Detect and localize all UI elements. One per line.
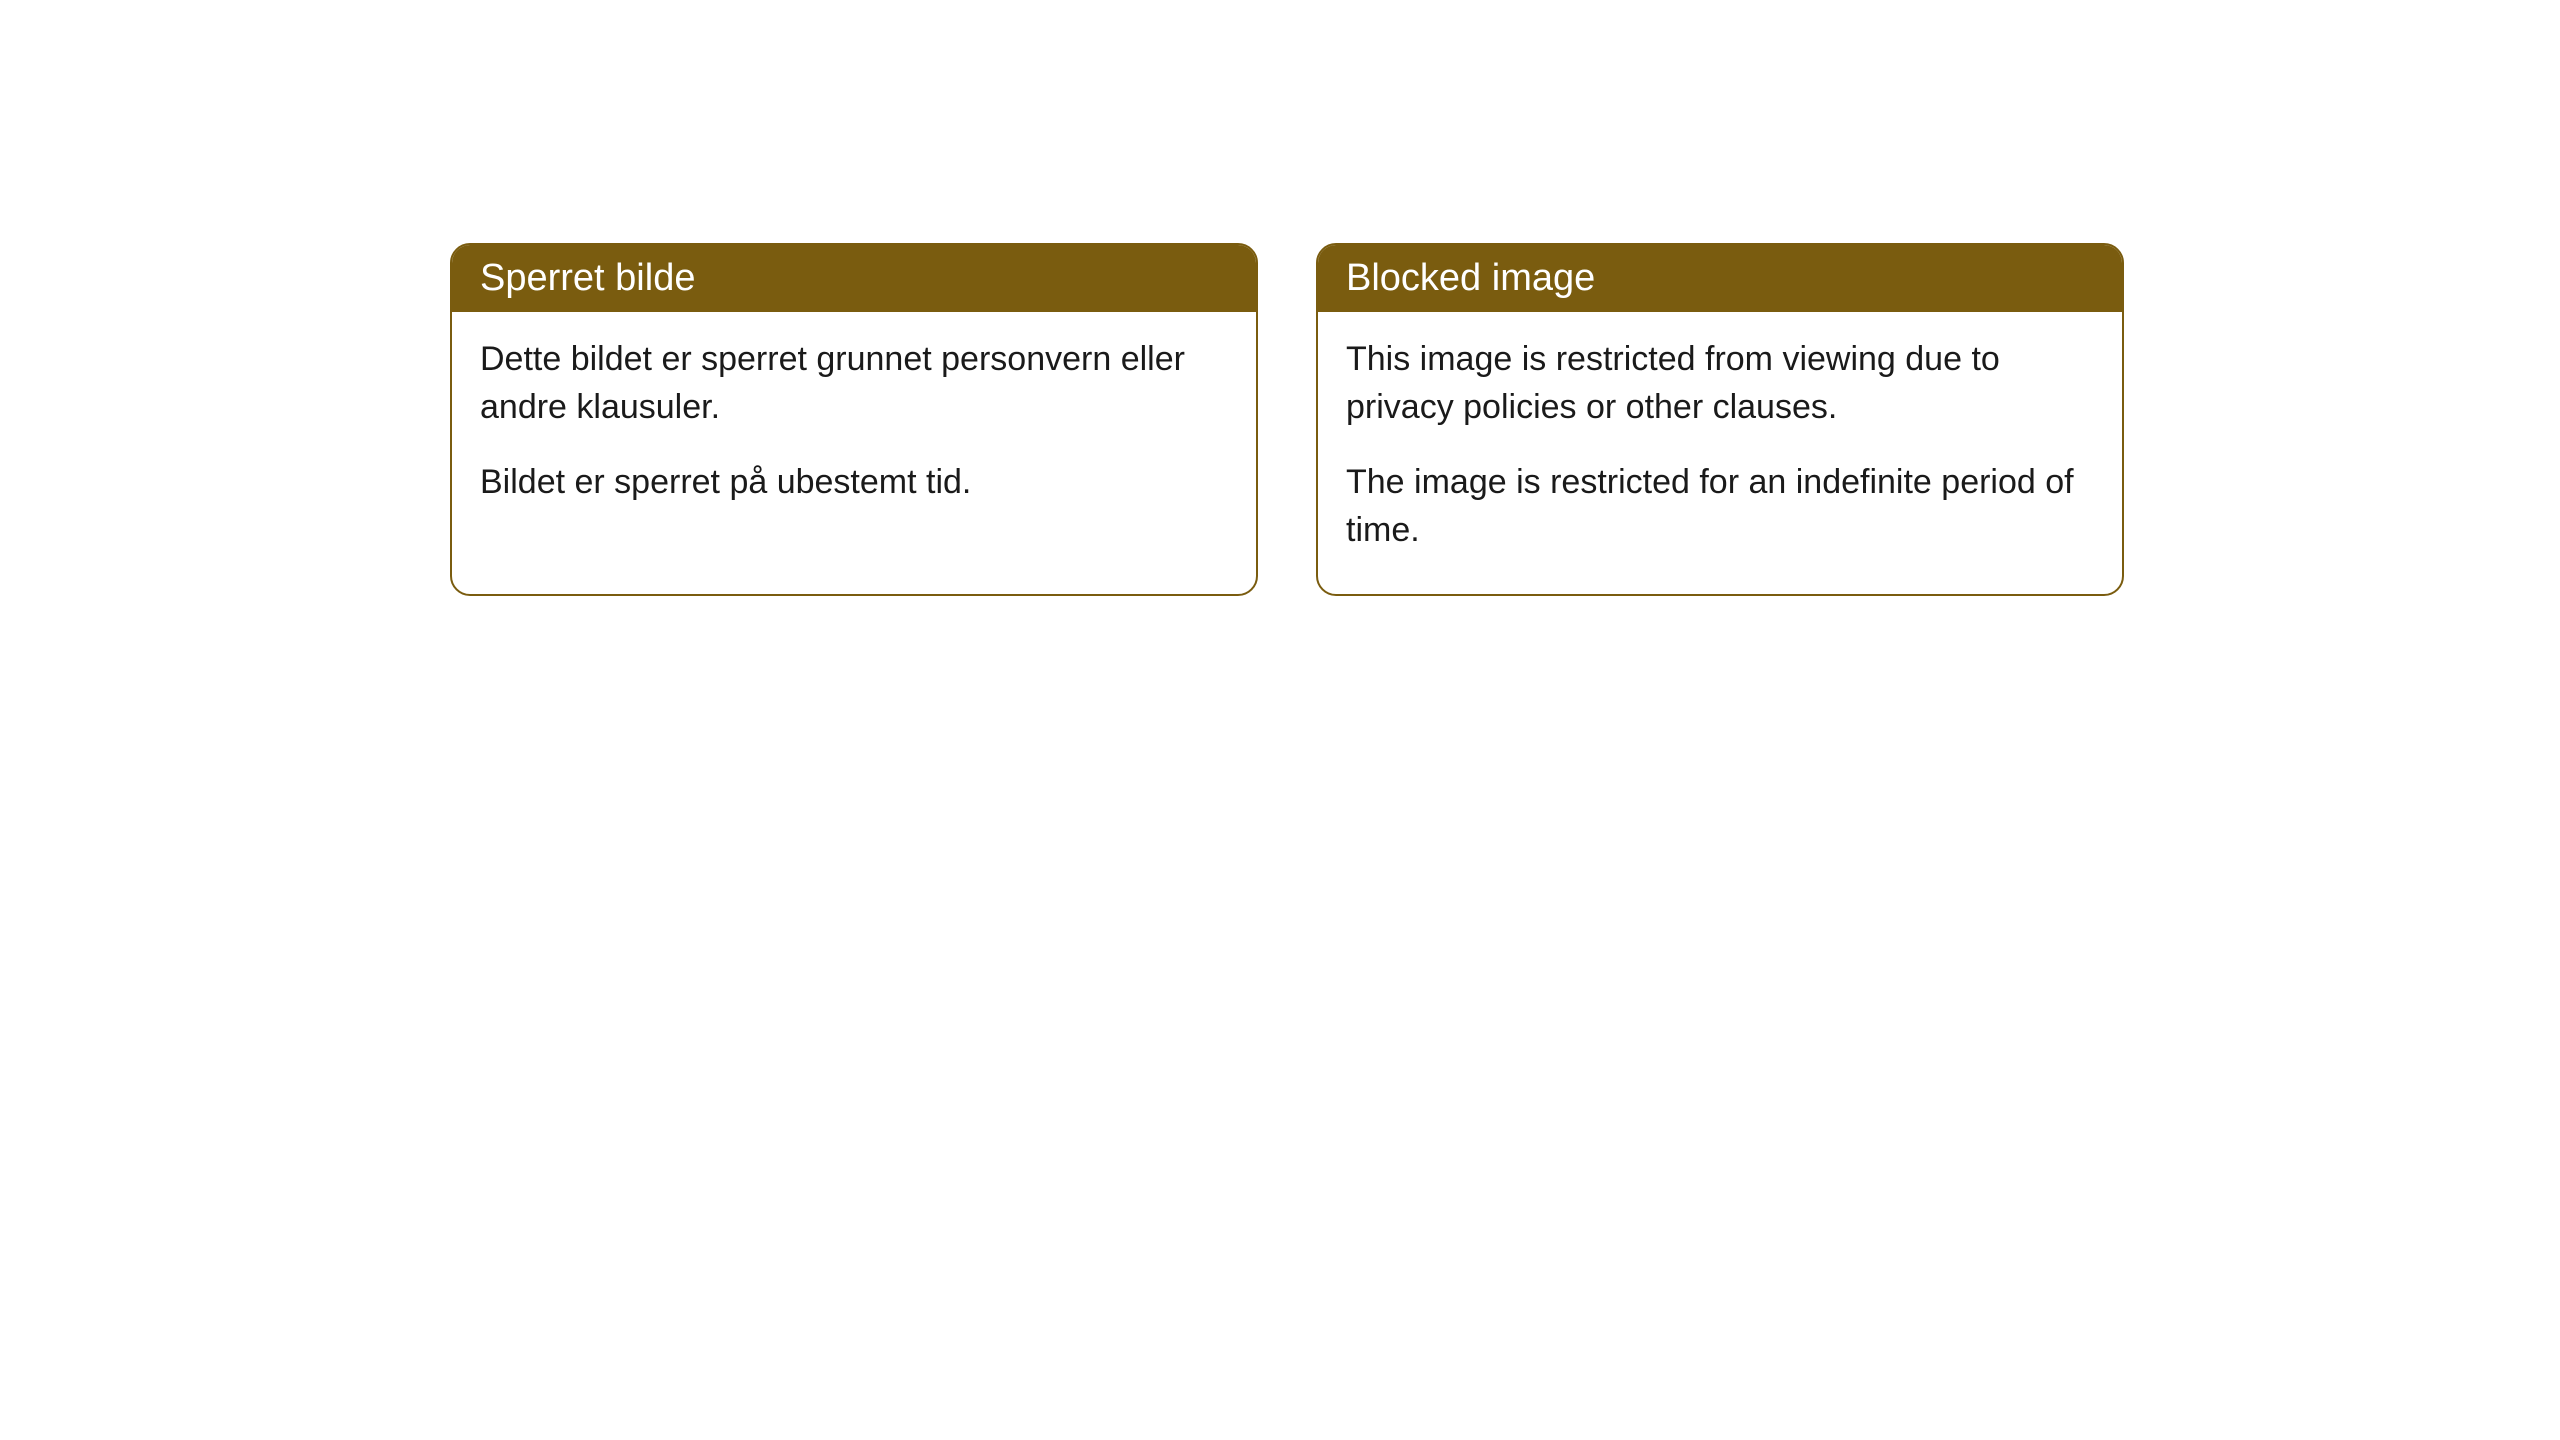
card-title: Blocked image: [1346, 257, 1595, 299]
card-title: Sperret bilde: [480, 257, 695, 299]
card-header: Blocked image: [1318, 245, 2122, 312]
card-paragraph: Bildet er sperret på ubestemt tid.: [480, 459, 1228, 507]
card-paragraph: The image is restricted for an indefinit…: [1346, 459, 2094, 554]
card-body: Dette bildet er sperret grunnet personve…: [452, 312, 1256, 547]
notice-cards-row: Sperret bilde Dette bildet er sperret gr…: [450, 243, 2124, 596]
blocked-image-card-english: Blocked image This image is restricted f…: [1316, 243, 2124, 596]
card-body: This image is restricted from viewing du…: [1318, 312, 2122, 594]
card-paragraph: This image is restricted from viewing du…: [1346, 336, 2094, 431]
card-paragraph: Dette bildet er sperret grunnet personve…: [480, 336, 1228, 431]
card-header: Sperret bilde: [452, 245, 1256, 312]
blocked-image-card-norwegian: Sperret bilde Dette bildet er sperret gr…: [450, 243, 1258, 596]
